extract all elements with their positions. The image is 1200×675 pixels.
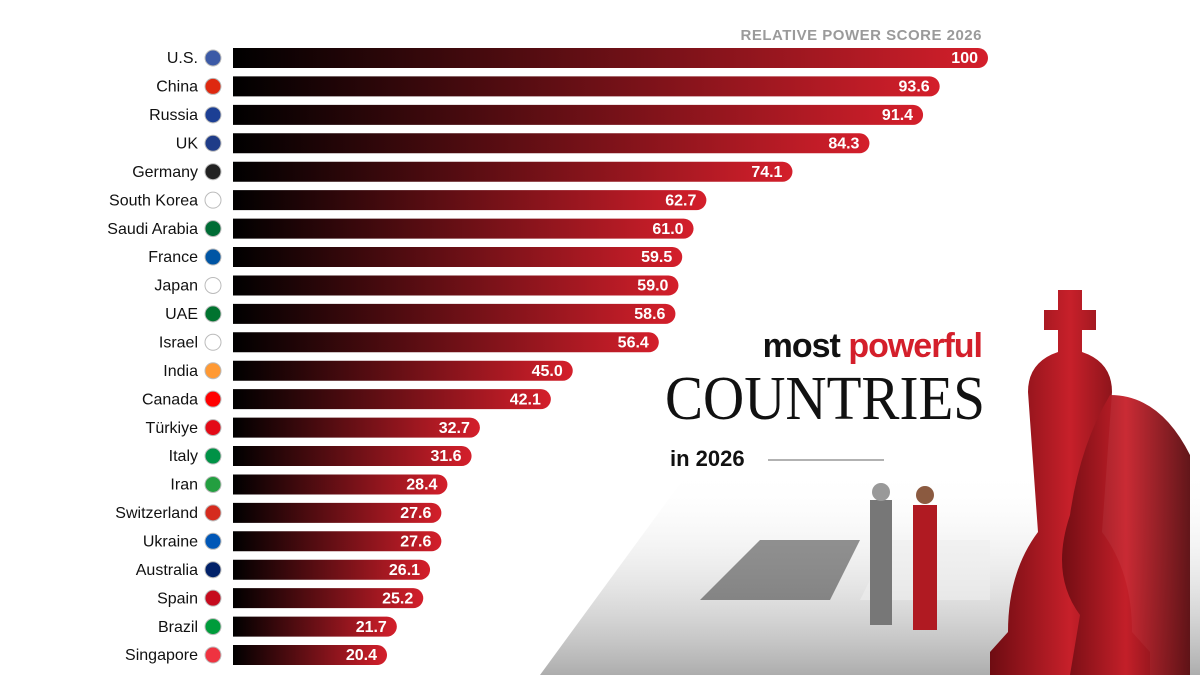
category-label: Türkiye [146,420,199,437]
category-label: Saudi Arabia [107,221,198,238]
value-label: 59.5 [641,249,672,266]
bar [233,446,472,467]
value-label: 84.3 [828,136,859,153]
bar [233,360,573,381]
bar [233,559,431,580]
flag-icon [204,475,222,493]
background-illustration [540,290,1200,675]
value-label: 31.6 [430,448,461,465]
flag-icon [204,447,222,465]
chart-title-year: in 2026 [670,446,745,471]
category-label: UAE [165,306,198,323]
category-label: Spain [157,590,198,607]
chart-title-main: COUNTRIES [665,365,985,433]
category-label: Singapore [125,647,198,664]
flag-icon [204,276,222,294]
subtitle: RELATIVE POWER SCORE 2026 [741,27,982,44]
category-label: France [148,249,198,266]
category-label: Russia [149,107,198,124]
bar [233,303,676,324]
flag-icon [204,134,222,152]
category-label: Japan [154,278,198,295]
bar [233,275,679,296]
bar [233,616,397,637]
value-label: 91.4 [882,107,913,124]
flag-icon [204,646,222,664]
category-label: U.S. [167,50,198,67]
bar [233,247,683,268]
category-label: China [156,79,198,96]
bar [233,531,442,552]
bar [233,502,442,523]
flag-icon [204,77,222,95]
value-label: 21.7 [356,619,387,636]
value-label: 42.1 [510,391,541,408]
flag-icon [204,220,222,238]
flag-icon [204,618,222,636]
category-label: South Korea [109,192,198,209]
value-label: 20.4 [346,647,377,664]
value-label: 93.6 [899,79,930,96]
chart-title: most powerful [763,327,982,365]
bar [233,48,988,68]
bars: U.S. 100 China 93.6 Russia 91.4 UK 84.3 Germany 7… [107,48,988,666]
bar [233,133,870,154]
flag-icon [204,333,222,351]
bar [233,332,659,353]
flag-icon [204,248,222,266]
category-label: Iran [170,477,198,494]
flag-icon [204,589,222,607]
flag-icon [204,390,222,408]
bar [233,76,940,97]
category-label: Israel [159,335,198,352]
category-label: Canada [142,391,198,408]
value-label: 74.1 [751,164,782,181]
value-label: 56.4 [618,335,649,352]
bar [233,474,448,495]
value-label: 61.0 [652,221,683,238]
flag-icon [204,561,222,579]
flag-icon [204,532,222,550]
value-label: 27.6 [400,534,431,551]
bar [233,389,551,410]
category-label: Brazil [158,619,198,636]
value-label: 62.7 [665,192,696,209]
value-label: 100 [951,50,978,67]
value-label: 26.1 [389,562,420,579]
flag-icon [204,191,222,209]
title-word: most [763,327,841,365]
bar [233,161,793,182]
value-label: 27.6 [400,505,431,522]
bar [233,645,388,666]
flag-icon [204,163,222,181]
flag-icon [204,504,222,522]
category-label: Germany [132,164,198,181]
flag-icon [204,49,222,67]
category-label: Ukraine [143,534,198,551]
category-label: Australia [136,562,198,579]
flag-icon [204,305,222,323]
flag-icon [204,362,222,380]
value-label: 32.7 [439,420,470,437]
value-label: 25.2 [382,590,413,607]
category-label: India [163,363,198,380]
value-label: 45.0 [532,363,563,380]
value-label: 59.0 [637,278,668,295]
flag-icon [204,419,222,437]
category-label: UK [176,136,199,153]
bar [233,417,480,438]
bar [233,218,694,239]
category-label: Switzerland [115,505,198,522]
bar [233,588,424,609]
category-label: Italy [169,448,198,465]
bar [233,104,924,125]
bar [233,190,707,211]
value-label: 58.6 [634,306,665,323]
value-label: 28.4 [406,477,437,494]
title-word: powerful [848,327,982,365]
flag-icon [204,106,222,124]
